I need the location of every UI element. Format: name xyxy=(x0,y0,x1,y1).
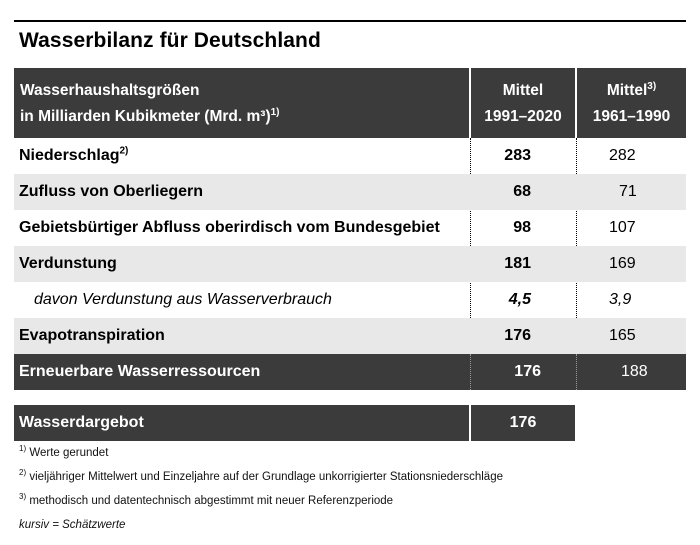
header-label-line2: in Milliarden Kubikmeter (Mrd. m³) xyxy=(20,108,271,125)
legend-note: kursiv = Schätzwerte xyxy=(19,519,126,531)
header-col1-line1: Mittel xyxy=(502,82,544,99)
footnote: 1) Werte gerundet xyxy=(19,444,109,459)
footnote-mark: 1) xyxy=(19,444,27,454)
supply-value-cell: 176 xyxy=(471,405,575,441)
row-value-1961-1990: 107 xyxy=(609,219,636,236)
table-row-total: Erneuerbare Wasserressourcen 176 188 xyxy=(14,354,686,390)
header-col2-footnote-mark: 3) xyxy=(647,80,657,92)
row-value-1991-2020: 176 xyxy=(514,363,541,380)
footnote-mark: 3) xyxy=(19,492,27,502)
row-value-1961-1990: 188 xyxy=(621,363,648,380)
header-col2-line2: 1961–1990 xyxy=(592,108,671,125)
row-label: Verdunstung xyxy=(19,255,117,272)
header-col2-line1: Mittel xyxy=(606,82,648,99)
table-row: Niederschlag2) 283 282 xyxy=(14,138,686,174)
header-label-cell: Wasserhaushaltsgrößen in Milliarden Kubi… xyxy=(14,68,469,138)
supply-label-cell: Wasserdargebot xyxy=(14,405,469,441)
row-value-1961-1990: 3,9 xyxy=(609,291,632,308)
row-value-1991-2020: 176 xyxy=(504,327,531,344)
table-row: Gebietsbürtiger Abfluss oberirdisch vom … xyxy=(14,210,686,246)
row-value-1961-1990: 282 xyxy=(609,147,636,164)
header-col-mean-1991-2020: Mittel 1991–2020 xyxy=(471,68,575,138)
row-value-1991-2020: 68 xyxy=(513,183,531,200)
row-value-1961-1990: 71 xyxy=(619,183,637,200)
row-value-1991-2020: 181 xyxy=(504,255,531,272)
row-value-1991-2020: 283 xyxy=(504,147,531,164)
row-value-1961-1990: 169 xyxy=(609,255,636,272)
header-label-footnote-mark: 1) xyxy=(270,106,280,118)
footnote-mark: 2) xyxy=(19,468,27,478)
top-rule xyxy=(14,20,686,22)
row-label: davon Verdunstung aus Wasserverbrauch xyxy=(34,291,332,308)
header-col-mean-1961-1990: Mittel3) 1961–1990 xyxy=(577,68,686,138)
table-row: Evapotranspiration 176 165 xyxy=(14,318,686,354)
row-value-1991-2020: 4,5 xyxy=(508,291,531,308)
row-label: Evapotranspiration xyxy=(19,327,165,344)
footnote: 3) methodisch und datentechnisch abgesti… xyxy=(19,492,394,507)
footnote-text: methodisch und datentechnisch abgestimmt… xyxy=(29,495,394,507)
column-separator xyxy=(470,354,471,390)
row-label: Erneuerbare Wasserressourcen xyxy=(19,363,261,380)
supply-label: Wasserdargebot xyxy=(19,414,144,431)
row-label: Gebietsbürtiger Abfluss oberirdisch vom … xyxy=(19,219,440,236)
row-footnote-mark: 2) xyxy=(119,145,129,157)
row-value-1961-1990: 165 xyxy=(609,327,636,344)
table-row: davon Verdunstung aus Wasserverbrauch 4,… xyxy=(14,282,686,318)
footnote-text: Werte gerundet xyxy=(29,447,109,459)
row-label: Niederschlag xyxy=(19,147,120,164)
row-value-1991-2020: 98 xyxy=(513,219,531,236)
footnote: 2) vieljähriger Mittelwert und Einzeljah… xyxy=(19,468,503,483)
footnote-text: vieljähriger Mittelwert und Einzeljahre … xyxy=(29,471,503,483)
header-col1-line2: 1991–2020 xyxy=(484,108,562,125)
table-row: Verdunstung 181 169 xyxy=(14,246,686,282)
header-label-line1: Wasserhaushaltsgrößen xyxy=(20,82,200,99)
column-separator xyxy=(576,354,577,390)
page-title: Wasserbilanz für Deutschland xyxy=(19,29,321,52)
table-row: Zufluss von Oberliegern 68 71 xyxy=(14,174,686,210)
supply-value: 176 xyxy=(509,414,537,431)
header-label: Wasserhaushaltsgrößen in Milliarden Kubi… xyxy=(20,78,280,130)
row-label: Zufluss von Oberliegern xyxy=(19,183,204,200)
